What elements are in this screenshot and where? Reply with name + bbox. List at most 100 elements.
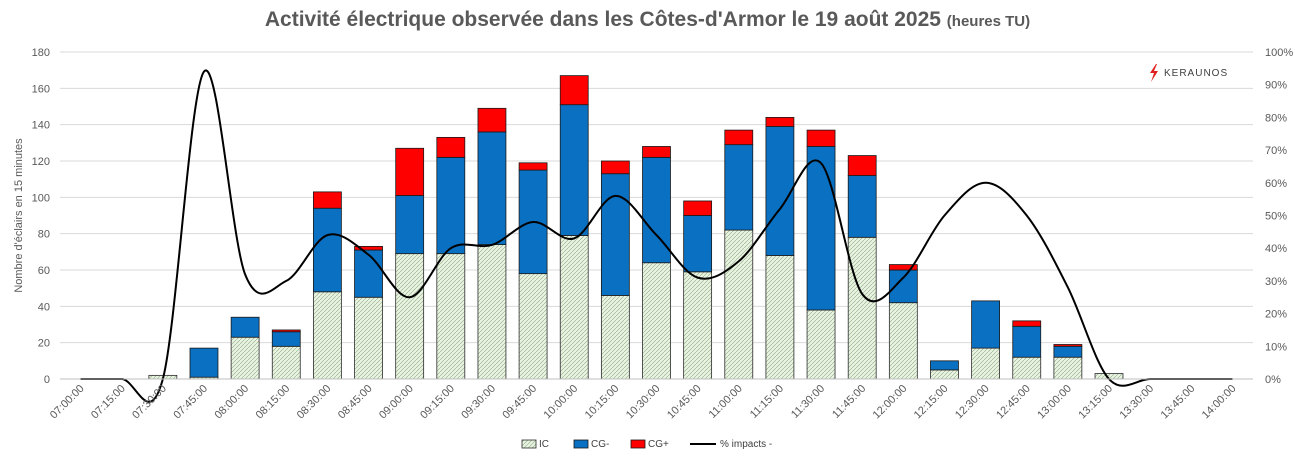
bar-cg-pos: [354, 245, 383, 251]
bar-cg-pos: [436, 136, 466, 158]
y2-tick-label: 40%: [1265, 243, 1287, 255]
bar-cg-neg: [395, 195, 425, 255]
bar-ic: [559, 235, 589, 380]
bar-ic: [930, 369, 959, 380]
x-tick-label: 08:15:00: [254, 383, 293, 422]
bar-cg-pos: [1053, 344, 1083, 347]
y2-tick-label: 50%: [1265, 211, 1287, 223]
y2-tick-label: 30%: [1265, 276, 1287, 288]
chart-title-main: Activité électrique observée dans les Cô…: [264, 8, 941, 31]
x-tick-label: 12:45:00: [994, 383, 1033, 422]
bar-ic: [765, 255, 795, 380]
legend-swatch-bar-cg-neg: [573, 439, 589, 449]
line-series: [80, 69, 1233, 403]
bar-cg-neg: [888, 269, 918, 304]
y2-tick-label: 90%: [1265, 80, 1287, 92]
legend-label: CG+: [648, 439, 669, 450]
bar-ic: [354, 296, 383, 380]
bar-cg-neg: [1012, 325, 1042, 358]
x-tick-label: 09:00:00: [377, 383, 416, 422]
bar-ic: [1053, 356, 1083, 380]
bar-cg-pos: [600, 160, 630, 175]
bar-cg-neg: [930, 360, 959, 371]
x-tick-label: 08:30:00: [295, 383, 334, 422]
y-tick-label: 120: [32, 156, 50, 168]
x-tick-label: 07:30:00: [130, 383, 169, 422]
bar-cg-pos: [559, 75, 589, 106]
y-tick-label: 180: [32, 47, 50, 59]
legend: IC CG- CG+ % impacts -: [521, 439, 772, 450]
legend-swatch-bar-cg-pos: [630, 439, 646, 449]
y-tick-label: 80: [38, 229, 50, 241]
bar-cg-neg: [765, 126, 795, 256]
x-tick-label: 07:45:00: [171, 383, 210, 422]
chart-title-subtitle: (heures TU): [946, 13, 1031, 30]
y-axis-title: Nombre d'éclairs en 15 minutes: [13, 138, 25, 293]
bar-cg-neg: [436, 156, 466, 255]
bar-series: [148, 75, 1124, 380]
y2-tick-label: 70%: [1265, 145, 1287, 157]
bar-ic: [395, 253, 425, 380]
x-tick-label: 11:45:00: [830, 383, 868, 421]
bar-cg-pos: [888, 264, 918, 271]
y-tick-label: 60: [38, 265, 50, 277]
y2-tick-label: 20%: [1265, 309, 1287, 321]
x-tick-label: 10:45:00: [665, 383, 704, 422]
legend-swatch-bar-ic: [521, 439, 537, 449]
x-tick-label: 09:15:00: [418, 383, 457, 422]
bar-ic: [477, 244, 507, 380]
bar-ic: [436, 253, 466, 380]
x-tick-label: 10:00:00: [542, 383, 581, 422]
bar-cg-neg: [724, 144, 754, 231]
x-tick-label: 13:00:00: [1035, 383, 1074, 422]
bar-cg-pos: [1012, 320, 1042, 327]
x-tick-label: 07:00:00: [48, 383, 87, 422]
bar-cg-pos: [683, 200, 713, 216]
bar-ic: [888, 302, 918, 380]
y-tick-label: 100: [32, 192, 50, 204]
x-tick-label: 13:45:00: [1159, 383, 1198, 422]
bar-cg-neg: [477, 131, 507, 245]
bar-cg-neg: [313, 207, 342, 293]
x-tick-label: 13:15:00: [1076, 383, 1115, 422]
x-tick-label: 07:15:00: [89, 383, 128, 422]
bar-cg-neg: [971, 300, 1000, 349]
y-tick-label: 20: [38, 338, 50, 350]
x-tick-label: 14:00:00: [1200, 383, 1239, 422]
x-tick-label: 12:30:00: [953, 383, 992, 422]
bar-cg-pos: [477, 107, 507, 133]
x-tick-label: 10:15:00: [583, 383, 622, 422]
bar-cg-neg: [683, 215, 713, 273]
x-tick-label: 11:00:00: [707, 383, 745, 421]
legend-label: CG-: [591, 439, 609, 450]
bar-ic: [600, 295, 630, 380]
bar-cg-neg: [1053, 345, 1083, 358]
bar-cg-pos: [313, 191, 342, 209]
bar-ic: [518, 273, 548, 380]
bar-ic: [1012, 356, 1042, 380]
bar-cg-neg: [354, 249, 383, 298]
bar-cg-neg: [271, 331, 301, 347]
y-tick-label: 0: [44, 374, 50, 386]
bar-cg-pos: [271, 329, 301, 333]
keraunos-logo: KERAUNOS: [1148, 64, 1228, 82]
y2-tick-label: 60%: [1265, 178, 1287, 190]
bar-ic: [642, 262, 671, 380]
y-tick-label: 40: [38, 301, 50, 313]
x-tick-label: 09:45:00: [500, 383, 539, 422]
legend-label: IC: [539, 439, 549, 450]
line-pct-impacts: [80, 69, 1233, 403]
bar-cg-pos: [724, 129, 754, 146]
x-tick-label: 11:15:00: [748, 383, 786, 421]
y2-tick-label: 80%: [1265, 112, 1287, 124]
bar-ic: [971, 347, 1000, 380]
y-tick-label: 160: [32, 83, 50, 95]
bar-cg-pos: [518, 162, 548, 171]
x-tick-label: 10:30:00: [624, 383, 663, 422]
x-tick-label: 11:30:00: [789, 383, 827, 421]
bar-cg-neg: [559, 104, 589, 236]
bar-ic: [724, 229, 754, 380]
chart-title: Activité électrique observée dans les Cô…: [0, 8, 1295, 32]
bar-cg-pos: [806, 129, 836, 147]
